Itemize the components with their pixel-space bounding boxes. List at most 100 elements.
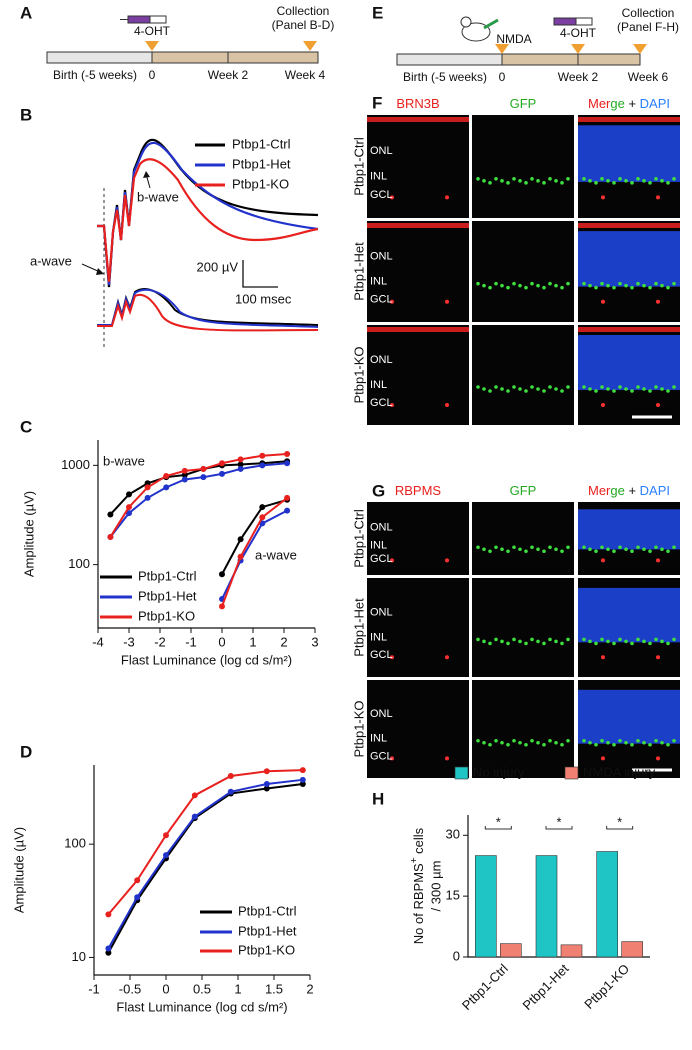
legend-label: Ptbp1-Ctrl	[138, 568, 197, 583]
timeline-pre	[46, 51, 153, 64]
timeline-label: Birth (-5 weeks)	[53, 68, 137, 82]
gfp-cell	[518, 547, 522, 552]
gfp-cell	[548, 637, 552, 642]
gfp-cell	[530, 545, 534, 550]
gfp-cell	[494, 637, 498, 642]
data-point	[107, 533, 114, 540]
x-tick-label: -4	[92, 634, 104, 649]
timeline-label: 0	[149, 68, 156, 82]
gfp-cell	[488, 549, 492, 554]
gfp-cell	[548, 281, 552, 286]
mouse-icon	[461, 22, 491, 42]
data-point	[144, 484, 151, 491]
gfp-cell	[618, 177, 622, 181]
layer-label: GCL	[370, 649, 393, 661]
gfp-cell	[536, 740, 540, 745]
gfp-cell	[588, 740, 592, 745]
data-point	[163, 832, 169, 839]
series-line	[107, 769, 303, 916]
layer-label: ONL	[370, 354, 393, 366]
label-part: cells	[411, 827, 426, 857]
gfp-cell	[582, 177, 586, 181]
row-label: Ptbp1-KO	[351, 700, 366, 757]
collection-note: (Panel B-D)	[272, 18, 335, 32]
collection-note: (Panel F-H)	[617, 20, 679, 34]
gfp-cell	[500, 740, 504, 745]
header-part: +	[625, 96, 640, 111]
y-axis-label: Amplitude (µV)	[21, 491, 36, 577]
layer-label: GCL	[370, 189, 393, 201]
gfp-cell	[482, 387, 486, 391]
legend-label: Ptbp1-Ctrl	[238, 903, 297, 918]
gfp-cell	[654, 545, 658, 550]
gfp-cell	[582, 738, 586, 743]
gfp-cell	[476, 385, 480, 389]
panel-a: A 4-OHT Collection (Panel B-D) Birth (-5…	[20, 3, 334, 82]
panel-letter: E	[372, 3, 383, 22]
gfp-cell	[594, 549, 598, 554]
arrow	[495, 44, 509, 54]
gfp-cell	[666, 641, 670, 646]
column-header: GFP	[510, 483, 537, 498]
legend-label: Ptbp1-KO	[232, 176, 289, 191]
data-point	[134, 894, 141, 901]
y-axis-label: Amplitude (µV)	[11, 827, 26, 913]
gfp-cell	[606, 179, 610, 183]
x-axis-label: Flast Luminance (log cd s/m²)	[121, 652, 292, 667]
data-point	[284, 451, 291, 458]
micrograph	[472, 680, 574, 778]
gfp-cell	[594, 181, 598, 185]
series-line	[109, 462, 288, 600]
timeline-label: Week 4	[285, 68, 326, 82]
timeline-label: Week 2	[558, 70, 599, 84]
marker-cell	[390, 299, 394, 304]
row-label: Ptbp1-Het	[351, 242, 366, 301]
gfp-cell	[566, 177, 570, 181]
gfp-cell	[636, 177, 640, 181]
x-tick-label: -1	[185, 634, 197, 649]
header-part: GFP	[510, 483, 537, 498]
data-point	[144, 480, 151, 487]
gfp-cell	[642, 639, 646, 644]
gfp-cell	[642, 179, 646, 183]
marker-cell	[656, 756, 660, 761]
header-part: +	[625, 483, 640, 498]
gfp-cell	[542, 389, 546, 393]
data-point	[237, 465, 244, 472]
gfp-cell	[660, 179, 664, 183]
gfp-cell	[530, 637, 534, 642]
row-label: Ptbp1-Ctrl	[351, 509, 366, 568]
gfp-cell	[654, 177, 658, 181]
data-point	[259, 452, 266, 459]
layer-label: GCL	[370, 397, 393, 409]
label-part: No of RBPMS	[411, 863, 426, 944]
gfp-cell	[618, 385, 622, 389]
gfp-cell	[488, 641, 492, 646]
y-axis-label: / 300 µm	[428, 861, 443, 912]
micrograph	[472, 221, 574, 322]
dapi-layer	[578, 125, 680, 182]
gfp-cell	[666, 549, 670, 554]
syringe	[575, 17, 593, 26]
gfp-cell	[560, 742, 564, 747]
gfp-cell	[566, 738, 570, 743]
gfp-cell	[494, 177, 498, 181]
layer-label: ONL	[370, 708, 393, 720]
gfp-cell	[600, 281, 604, 286]
gfp-cell	[630, 641, 634, 646]
gfp-cell	[600, 738, 604, 743]
collection: Collection	[277, 4, 330, 18]
gfp-cell	[512, 177, 516, 181]
series-line	[109, 453, 288, 607]
gfp-cell	[554, 387, 558, 391]
layer-label: GCL	[370, 294, 393, 306]
data-point	[126, 510, 132, 517]
gfp-cell	[630, 389, 634, 393]
gfp-cell	[536, 387, 540, 391]
marker-cell	[390, 195, 394, 200]
marker-cell	[390, 558, 394, 563]
micrograph	[367, 680, 469, 778]
marker-cell	[601, 403, 605, 407]
micrograph	[472, 325, 574, 425]
